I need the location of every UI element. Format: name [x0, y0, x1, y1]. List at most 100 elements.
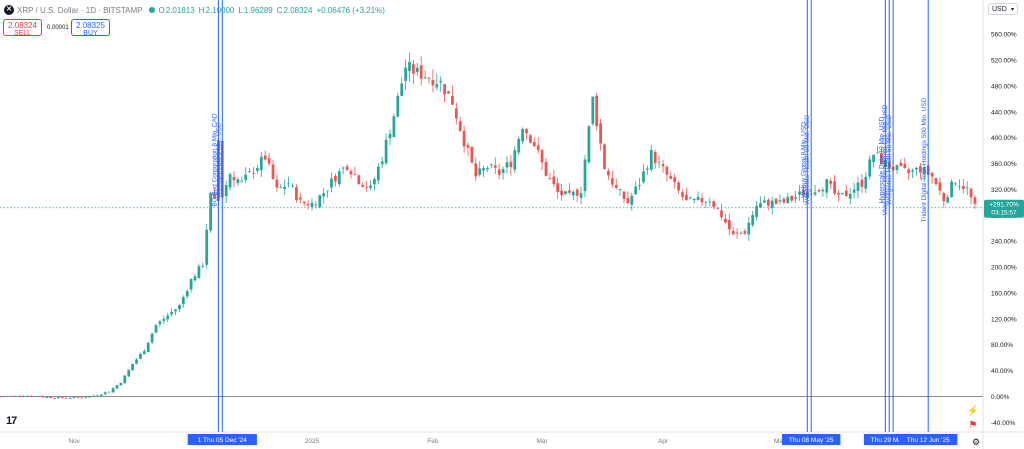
candle-body: [322, 193, 326, 197]
candle-body: [318, 195, 322, 208]
candle-body: [127, 369, 131, 377]
candle-body: [306, 204, 310, 206]
candle-body: [731, 231, 735, 235]
y-tick-label: 320.00%: [991, 187, 1017, 194]
candle-body: [123, 375, 127, 384]
candle-body: [64, 397, 68, 399]
candle-body: [396, 95, 400, 117]
candle-body: [821, 189, 825, 192]
candle-body: [712, 201, 716, 207]
currency-selector[interactable]: USD ▾: [988, 3, 1018, 15]
y-tick-label: 440.00%: [991, 109, 1017, 116]
candle-body: [770, 200, 774, 208]
candle-body: [782, 198, 786, 203]
candle-body: [45, 397, 49, 398]
candle-body: [240, 180, 244, 182]
candle-body: [755, 205, 758, 217]
candle-body: [930, 172, 934, 177]
countdown-label: 03:15:57: [991, 210, 1017, 217]
x-tick-label: Feb: [427, 438, 439, 445]
candle-body: [759, 203, 762, 208]
candle-body: [969, 188, 973, 198]
candle-body: [263, 155, 267, 160]
candle-body: [903, 163, 907, 168]
flag-event-icon[interactable]: ⚑: [968, 420, 978, 431]
candle-body: [486, 167, 489, 170]
candle-body: [899, 162, 903, 167]
candle-body: [915, 167, 918, 170]
candle-body: [388, 133, 392, 139]
candle-body: [412, 64, 415, 74]
candle-body: [369, 185, 372, 188]
candle-body: [404, 67, 407, 81]
candle-body: [380, 161, 384, 165]
y-tick-label: 360.00%: [991, 161, 1017, 168]
event-label: VivoPower International 121 Mio. USD: [882, 104, 889, 215]
candle-body: [513, 150, 517, 170]
candle-body: [907, 169, 911, 174]
candle-body: [408, 61, 411, 72]
candle-body: [330, 178, 333, 188]
candle-body: [490, 164, 493, 166]
candle-body: [735, 232, 739, 234]
chart-header: ✕ XRP / U.S. Dollar · 1D · BITSTAMP O 2.0…: [4, 3, 389, 17]
candle-body: [291, 185, 294, 187]
current-price-badge: [984, 199, 1024, 218]
candle-body: [685, 194, 688, 201]
candle-body: [474, 163, 478, 177]
sell-button[interactable]: 2.08324 SELL: [3, 19, 42, 37]
candle-body: [950, 181, 953, 198]
candle-body: [392, 116, 396, 138]
candle-body: [462, 130, 466, 147]
symbol-title[interactable]: XRP / U.S. Dollar · 1D · BITSTAMP: [17, 5, 143, 15]
candle-body: [872, 154, 875, 163]
lightning-event-icon[interactable]: ⚡: [966, 406, 980, 417]
candle-body: [848, 193, 852, 199]
candle-body: [224, 184, 228, 197]
tradingview-logo-icon[interactable]: 17: [6, 415, 17, 427]
candle-body: [252, 173, 255, 174]
candle-body: [37, 396, 41, 397]
buy-label: BUY: [83, 30, 98, 37]
candle-body: [544, 161, 548, 176]
candle-body: [146, 342, 150, 353]
close-value: 2.08324: [283, 5, 313, 15]
current-price-label: +291.70%: [989, 202, 1019, 209]
candle-body: [579, 193, 583, 198]
candle-body: [310, 202, 314, 208]
candle-body: [556, 183, 560, 192]
market-status-dot: [148, 7, 155, 13]
candle-body: [439, 80, 443, 83]
candle-body: [521, 129, 524, 142]
candle-body: [610, 178, 614, 185]
candle-body: [505, 162, 509, 168]
x-tick-label: Nov: [68, 438, 80, 445]
candle-body: [478, 168, 482, 175]
candle-body: [501, 168, 505, 173]
candle-body: [657, 161, 661, 163]
candle-body: [817, 190, 821, 192]
candle-body: [115, 385, 119, 389]
buy-button[interactable]: 2.08325 BUY: [71, 19, 110, 37]
candle-body: [517, 138, 521, 153]
candle-body: [829, 180, 833, 184]
candle-body: [938, 182, 942, 191]
y-tick-label: 40.00%: [991, 368, 1013, 375]
candle-body: [435, 84, 439, 88]
candle-body: [727, 220, 731, 230]
candle-body: [536, 145, 540, 151]
candle-body: [431, 80, 435, 86]
candle-body: [677, 182, 680, 191]
candle-body: [376, 166, 380, 181]
candle-body: [197, 266, 201, 279]
candle-body: [259, 156, 263, 171]
sell-label: SELL: [13, 30, 32, 37]
candle-body: [704, 201, 708, 203]
candle-body: [92, 395, 95, 397]
y-tick-label: 560.00%: [991, 32, 1017, 39]
gear-icon[interactable]: ⚙: [972, 437, 981, 447]
candle-body: [267, 158, 271, 164]
candle-body: [747, 222, 751, 235]
candle-body: [626, 198, 630, 203]
